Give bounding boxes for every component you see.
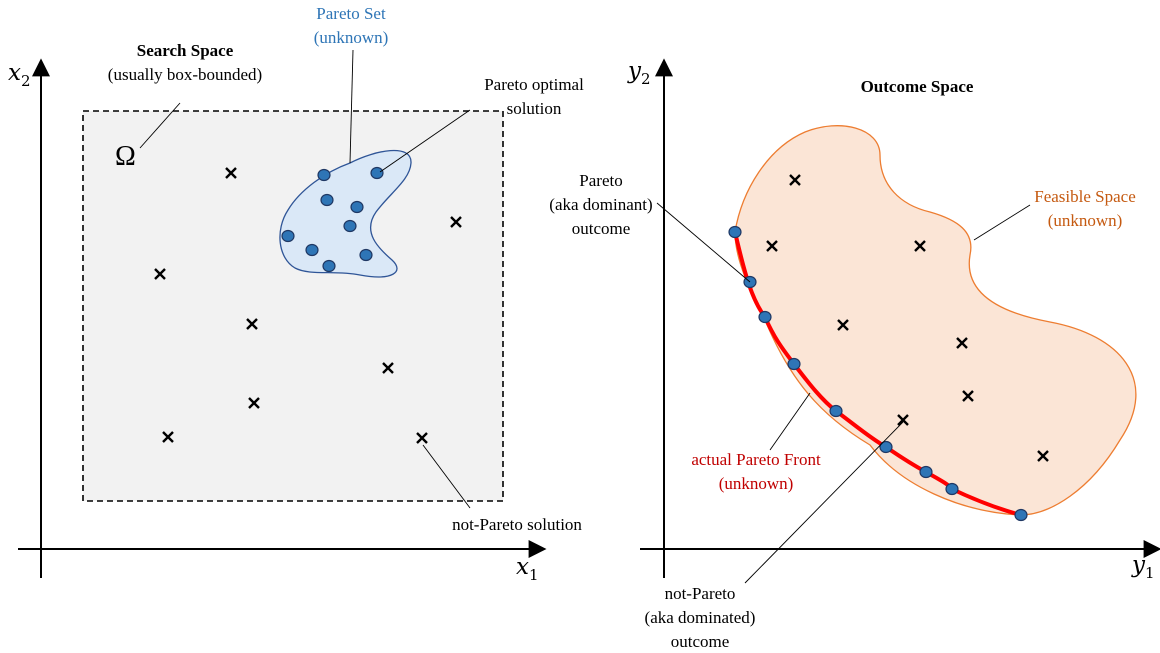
dominated-mark <box>956 337 968 349</box>
omega-symbol: Ω <box>115 141 136 172</box>
not-pareto-outcome-label: not-Pareto <box>665 584 736 603</box>
pareto-outcome-point <box>919 465 933 479</box>
dominated-mark <box>766 240 778 252</box>
pareto-set-point <box>370 166 384 180</box>
pareto-front-label: actual Pareto Front <box>691 450 821 469</box>
pareto-set-point <box>281 229 295 243</box>
pareto-set-points <box>281 166 384 273</box>
pareto-outcome-leader <box>656 202 751 283</box>
feasible-space-unknown: (unknown) <box>1048 211 1123 230</box>
non-pareto-mark <box>450 216 462 228</box>
not-pareto-outcome-label-2: (aka dominated) <box>645 608 756 627</box>
pareto-optimal-label-2: solution <box>507 99 562 118</box>
not-pareto-outcome-leader <box>744 421 904 584</box>
non-pareto-solutions <box>154 167 462 444</box>
pareto-outcome-label-2: (aka dominant) <box>549 195 652 214</box>
not-pareto-solution-leader <box>422 444 471 509</box>
dominated-mark <box>789 174 801 186</box>
dominated-mark <box>837 319 849 331</box>
pareto-optimal-label: Pareto optimal <box>484 75 584 94</box>
non-pareto-mark <box>382 362 394 374</box>
not-pareto-outcome-label-3: outcome <box>671 632 730 651</box>
pareto-optimal-leader <box>379 109 471 173</box>
pareto-set-point <box>305 243 319 257</box>
pareto-set-unknown: (unknown) <box>314 28 389 47</box>
dominated-outcomes <box>766 174 1049 462</box>
pareto-outcome-point <box>945 482 959 496</box>
non-pareto-mark <box>225 167 237 179</box>
x1-axis-label: x1 <box>516 554 539 584</box>
pareto-outcome-point <box>879 440 893 454</box>
x2-axis-label: x2 <box>8 60 31 90</box>
non-pareto-mark <box>162 431 174 443</box>
pareto-outcome-point <box>787 357 801 371</box>
pareto-outcome-point <box>728 225 742 239</box>
pareto-set-point <box>320 193 334 207</box>
pareto-set-point <box>317 168 331 182</box>
y2-axis-label: y2 <box>627 58 651 88</box>
pareto-set-point <box>350 200 364 214</box>
search-space-panel: x2 x1 <box>8 4 584 584</box>
feasible-space-region <box>734 125 1137 516</box>
search-space-leader <box>139 102 181 149</box>
search-space-box <box>82 110 504 502</box>
y1-axis-label: y1 <box>1131 552 1155 582</box>
pareto-outcome-label: Pareto <box>579 171 622 190</box>
non-pareto-mark <box>416 432 428 444</box>
pareto-set-point <box>359 248 373 262</box>
non-pareto-mark <box>248 397 260 409</box>
pareto-outcome-point <box>829 404 843 418</box>
pareto-set-point <box>322 259 336 273</box>
outcome-space-title: Outcome Space <box>861 77 974 96</box>
search-space-note: (usually box-bounded) <box>108 65 262 84</box>
pareto-outcome-label-3: outcome <box>572 219 631 238</box>
dominated-mark <box>897 414 909 426</box>
dominated-mark <box>962 390 974 402</box>
pareto-front-unknown: (unknown) <box>719 474 794 493</box>
pareto-set-point <box>343 219 357 233</box>
dominated-mark <box>914 240 926 252</box>
pareto-outcome-point <box>1014 508 1028 522</box>
pareto-set-label: Pareto Set <box>316 4 386 23</box>
non-pareto-mark <box>246 318 258 330</box>
not-pareto-solution-label: not-Pareto solution <box>452 515 582 534</box>
dominated-mark <box>1037 450 1049 462</box>
outcome-space-panel: y2 y1 <box>549 58 1160 651</box>
feasible-space-leader <box>973 204 1031 241</box>
pareto-set-leader <box>349 49 354 164</box>
search-space-title: Search Space <box>137 41 234 60</box>
non-pareto-mark <box>154 268 166 280</box>
pareto-outcome-point <box>758 310 772 324</box>
front-leader <box>769 392 811 451</box>
feasible-space-label: Feasible Space <box>1034 187 1136 206</box>
